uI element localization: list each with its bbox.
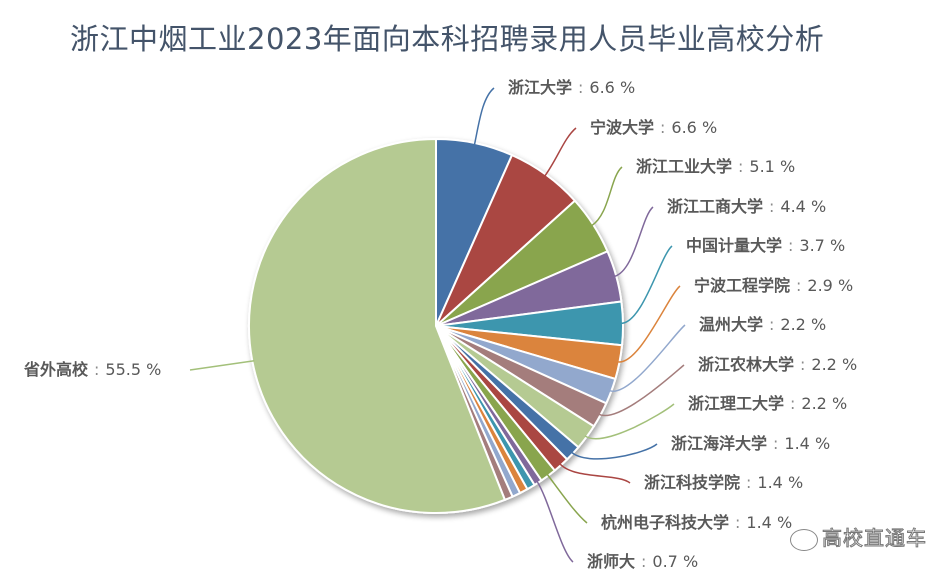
data-label-separator: : [769, 197, 775, 216]
connector-line [617, 285, 681, 363]
data-label-separator: : [788, 236, 794, 255]
pie-slices [247, 137, 624, 514]
data-label-separator: : [578, 78, 584, 97]
connector-line [473, 87, 495, 146]
watermark-text: 高校直通车 [822, 526, 927, 551]
data-label-name: 省外高校 [24, 360, 89, 379]
data-label-separator: : [800, 355, 806, 374]
connector-line [613, 206, 654, 278]
data-label-name: 杭州电子科技大学 [601, 513, 730, 532]
data-label-name: 浙江海洋大学 [671, 434, 768, 453]
wechat-icon [790, 528, 818, 551]
connector-line [620, 245, 673, 325]
data-label-name: 浙江理工大学 [688, 394, 785, 413]
data-label-separator: : [769, 315, 775, 334]
data-label-name: 中国计量大学 [686, 236, 783, 255]
data-label-value: 1.4 % [746, 513, 793, 532]
data-label: 温州大学:2.2 % [699, 315, 826, 335]
data-label-separator: : [796, 276, 802, 295]
data-label-name: 温州大学 [699, 315, 764, 334]
data-label: 浙江理工大学:2.2 % [688, 394, 847, 414]
data-label-name: 浙江工商大学 [667, 197, 764, 216]
data-label-separator: : [773, 434, 779, 453]
data-label: 宁波工程学院:2.9 % [694, 276, 853, 296]
data-label: 浙江工商大学:4.4 % [667, 197, 826, 217]
data-label-value: 6.6 % [671, 118, 718, 137]
data-label: 浙师大:0.7 % [587, 552, 698, 572]
data-label-name: 浙师大 [587, 552, 636, 571]
data-label-value: 55.5 % [105, 360, 162, 379]
data-label-separator: : [94, 360, 100, 379]
label-connectors [189, 87, 686, 563]
data-label: 浙江农林大学:2.2 % [698, 355, 857, 375]
data-label-name: 浙江农林大学 [698, 355, 795, 374]
data-label-separator: : [735, 513, 741, 532]
data-label-separator: : [660, 118, 666, 137]
data-label: 浙江大学:6.6 % [508, 78, 635, 98]
data-label: 浙江海洋大学:1.4 % [671, 434, 830, 454]
data-label-value: 6.6 % [589, 78, 636, 97]
data-label-separator: : [738, 157, 744, 176]
connector-line [609, 324, 686, 392]
data-label-value: 1.4 % [784, 434, 831, 453]
data-label-name: 宁波工程学院 [694, 276, 791, 295]
data-label: 杭州电子科技大学:1.4 % [601, 513, 792, 533]
data-label-value: 5.1 % [749, 157, 796, 176]
data-label-value: 1.4 % [757, 473, 804, 492]
data-label-value: 2.9 % [807, 276, 854, 295]
data-label-separator: : [790, 394, 796, 413]
data-label-value: 2.2 % [801, 394, 848, 413]
data-label-value: 2.2 % [780, 315, 827, 334]
data-label: 中国计量大学:3.7 % [686, 236, 845, 256]
connector-line [546, 473, 588, 524]
data-label-name: 浙江大学 [508, 78, 573, 97]
connector-line [559, 463, 631, 484]
watermark: 高校直通车 [790, 522, 927, 551]
data-label-name: 浙江工业大学 [636, 157, 733, 176]
data-label: 浙江科技学院:1.4 % [644, 473, 803, 493]
data-label-separator: : [641, 552, 647, 571]
connector-line [543, 127, 577, 177]
data-label-value: 2.2 % [811, 355, 858, 374]
connector-line [584, 403, 675, 440]
connector-line [598, 364, 685, 417]
connector-line [189, 359, 255, 371]
data-label-name: 浙江科技学院 [644, 473, 741, 492]
data-label-value: 3.7 % [799, 236, 846, 255]
data-label: 浙江工业大学:5.1 % [636, 157, 795, 177]
data-label-value: 0.7 % [652, 552, 699, 571]
data-label-value: 4.4 % [780, 197, 827, 216]
connector-line [591, 166, 623, 227]
data-label: 省外高校:55.5 % [24, 360, 161, 380]
connector-line [536, 480, 574, 563]
chart-title: 浙江中烟工业2023年面向本科招聘录用人员毕业高校分析 [70, 22, 825, 56]
data-label-separator: : [746, 473, 752, 492]
connector-line [570, 443, 658, 460]
data-label: 宁波大学:6.6 % [590, 118, 717, 138]
data-label-name: 宁波大学 [590, 118, 655, 137]
